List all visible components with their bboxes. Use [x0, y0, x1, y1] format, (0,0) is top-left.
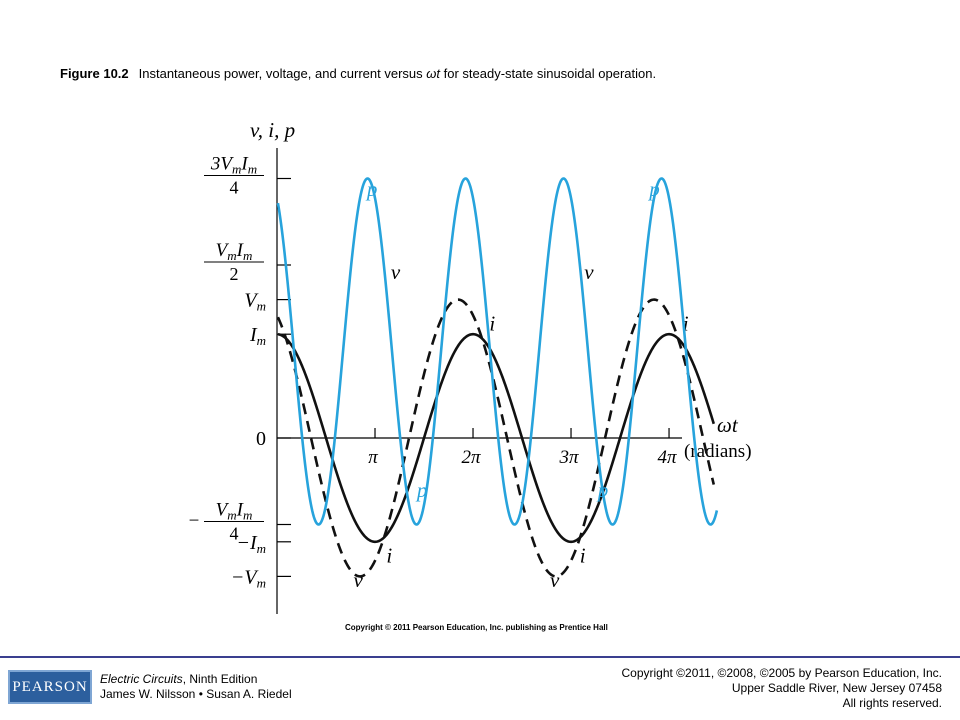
series-v-label: v: [391, 260, 401, 284]
x-axis-label: ωt: [717, 413, 739, 437]
y-tick-label-numerator: VmIm: [216, 240, 253, 263]
figure-label: Figure 10.2: [60, 66, 129, 81]
y-axis-label: v, i, p: [250, 118, 295, 142]
caption-variable: ωt: [426, 66, 441, 81]
book-authors: James W. Nilsson • Susan A. Riedel: [100, 687, 292, 701]
book-title: Electric Circuits: [100, 672, 183, 686]
book-edition: , Ninth Edition: [182, 672, 258, 686]
copyright-line: Copyright ©2011, ©2008, ©2005 by Pearson…: [621, 666, 942, 680]
series-p-line: [276, 177, 719, 526]
y-tick-label-sign: −: [189, 511, 200, 532]
series-i-label: i: [683, 312, 689, 336]
x-tick-label: 3π: [559, 447, 580, 468]
y-tick-label-denominator: 2: [230, 264, 239, 284]
x-axis-units: (radians): [684, 441, 752, 462]
y-tick-label-numerator: VmIm: [216, 500, 253, 523]
series-v-label: v: [550, 568, 560, 592]
figure-caption: Figure 10.2 Instantaneous power, voltage,…: [60, 66, 940, 81]
caption-text-before: Instantaneous power, voltage, and curren…: [138, 66, 427, 81]
pearson-logo: PEARSON: [8, 670, 92, 704]
series-i-label: i: [489, 312, 495, 336]
series-v-label: v: [353, 568, 363, 592]
x-tick-label: 2π: [462, 447, 482, 468]
book-info: Electric Circuits, Ninth Edition James W…: [100, 672, 292, 702]
copyright-line: Upper Saddle River, New Jersey 07458: [731, 681, 942, 695]
y-tick-label: Vm: [244, 290, 266, 314]
chart-copyright: Copyright © 2011 Pearson Education, Inc.…: [345, 623, 608, 632]
series-p-label: p: [365, 177, 378, 201]
copyright-line: All rights reserved.: [842, 696, 942, 710]
series-v-label: v: [584, 260, 594, 284]
series-p-label: p: [596, 478, 609, 502]
x-tick-label: π: [368, 447, 378, 468]
y-tick-label: −Im: [236, 532, 266, 556]
series-p-label: p: [647, 177, 660, 201]
x-tick-label: 4π: [658, 447, 678, 468]
y-tick-label: 0: [256, 428, 266, 450]
series-p-label: p: [415, 478, 428, 502]
y-tick-label-denominator: 4: [230, 524, 239, 544]
series-i-label: i: [580, 544, 586, 568]
y-tick-label: −Vm: [231, 566, 266, 590]
y-tick-label-denominator: 4: [230, 178, 239, 198]
y-tick-label: Im: [249, 324, 266, 348]
y-tick-label-numerator: 3VmIm: [210, 154, 257, 177]
publisher-copyright: Copyright ©2011, ©2008, ©2005 by Pearson…: [621, 666, 942, 711]
caption-text-after: for steady-state sinusoidal operation.: [440, 66, 657, 81]
chart: v, i, pωt(radians)π 2π 3π 4π3VmIm4VmIm2VmIm…: [189, 118, 752, 614]
series-i-line: [277, 332, 716, 544]
footer-divider: [0, 656, 960, 658]
series-i-label: i: [386, 544, 392, 568]
